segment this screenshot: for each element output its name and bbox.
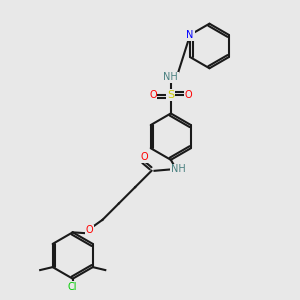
Text: NH: NH [171,164,186,174]
Text: O: O [85,225,93,235]
Text: O: O [149,90,157,100]
Text: N: N [187,30,194,40]
Text: Cl: Cl [68,282,77,292]
Text: NH: NH [164,72,178,82]
Text: O: O [140,152,148,162]
Text: O: O [185,90,193,100]
Text: S: S [167,90,174,100]
